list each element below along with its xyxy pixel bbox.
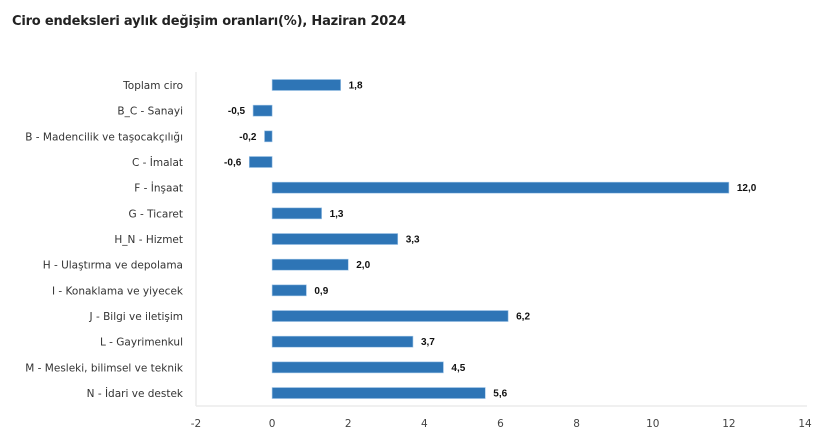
value-label: -0,2 — [239, 132, 257, 143]
category-label: L - Gayrimenkul — [100, 337, 183, 349]
bar — [271, 233, 399, 245]
value-label: 2,0 — [356, 260, 370, 271]
x-tick-label: 10 — [646, 418, 659, 430]
x-tick-label: 6 — [497, 418, 504, 430]
bar — [271, 207, 322, 220]
bars-group — [248, 79, 730, 399]
category-label: J - Bilgi ve iletişim — [89, 311, 183, 323]
bar — [271, 258, 349, 271]
x-tick-label: 2 — [345, 418, 352, 430]
bar — [271, 310, 509, 322]
value-label: 3,3 — [406, 235, 420, 246]
value-label: 3,7 — [421, 337, 435, 348]
value-label: 5,6 — [493, 389, 507, 400]
x-tick-label: 0 — [269, 418, 276, 430]
bar — [271, 79, 341, 91]
bar — [271, 335, 414, 348]
category-label: B_C - Sanayi — [117, 106, 183, 118]
chart-title: Ciro endeksleri aylık değişim oranları(%… — [12, 14, 406, 29]
bar — [271, 361, 444, 374]
category-label: B - Madencilik ve taşocakçılığı — [25, 131, 183, 143]
bar — [271, 387, 486, 399]
category-label: G - Ticaret — [129, 208, 183, 220]
plot-frame — [195, 72, 807, 407]
category-label: Toplam ciro — [122, 80, 183, 92]
category-labels: Toplam ciro B_C - Sanayi B - Madencilik ve… — [25, 80, 184, 400]
bar — [248, 156, 273, 168]
value-label: 4,5 — [451, 363, 465, 374]
x-tick-label: 8 — [573, 418, 580, 430]
category-label: I - Konaklama ve yiyecek — [52, 285, 184, 297]
value-label: 12,0 — [737, 183, 757, 194]
x-tick-label: 14 — [798, 418, 812, 430]
x-tick-label: 12 — [722, 418, 735, 430]
value-label: 1,8 — [349, 81, 363, 92]
x-axis-tick-labels: -2 0 2 4 6 8 10 12 14 — [191, 418, 812, 430]
bar — [264, 130, 273, 143]
value-labels: 1,8 -0,5 -0,2 -0,6 12,0 1,3 3,3 2,0 0,9 6,2 3,7 4,5… — [224, 81, 757, 400]
category-label: C - İmalat — [132, 156, 183, 169]
bar — [271, 284, 307, 297]
value-label: -0,6 — [224, 158, 242, 169]
category-label: H - Ulaştırma ve depolama — [43, 260, 183, 272]
x-tick-label: -2 — [191, 418, 201, 430]
value-label: -0,5 — [228, 106, 246, 117]
category-label: N - İdari ve destek — [87, 387, 184, 400]
bar — [252, 104, 273, 117]
value-label: 0,9 — [314, 286, 328, 297]
value-label: 1,3 — [330, 209, 344, 220]
bar — [271, 181, 730, 194]
value-label: 6,2 — [516, 312, 530, 323]
category-label: M - Mesleki, bilimsel ve teknik — [25, 362, 184, 374]
category-label: F - İnşaat — [134, 182, 183, 195]
x-tick-label: 4 — [421, 418, 428, 430]
category-label: H_N - Hizmet — [114, 234, 183, 246]
